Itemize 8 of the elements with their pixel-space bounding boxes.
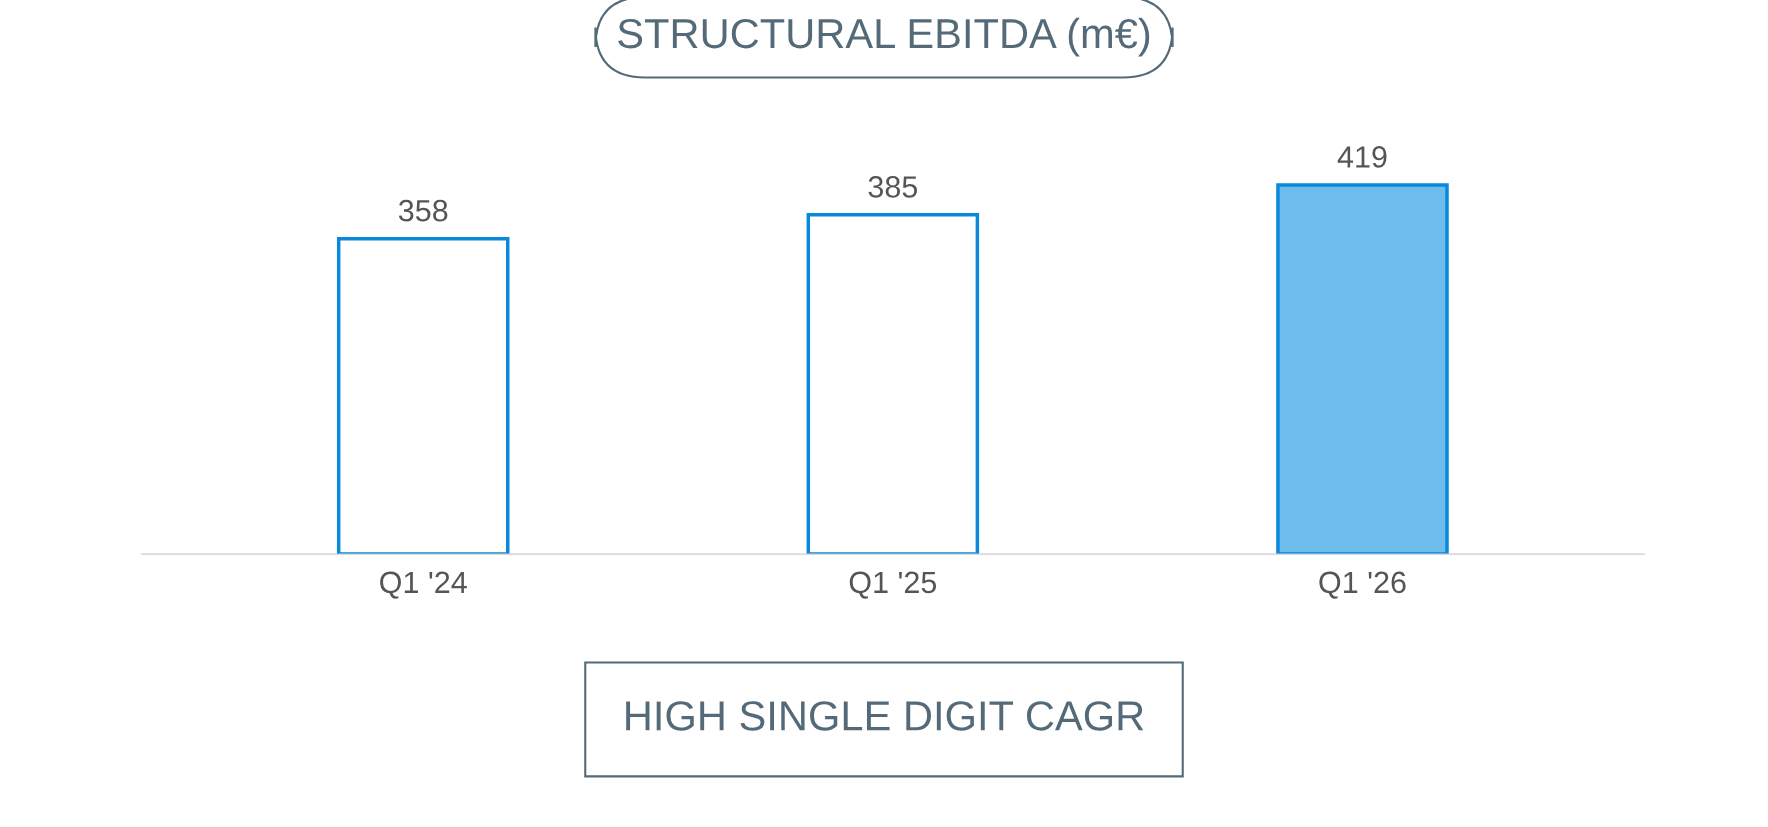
chart-title: STRUCTURAL EBITDA (m€) (618, 17, 1150, 57)
data-label: 358 (398, 199, 448, 222)
data-label: 419 (1337, 146, 1387, 168)
text: HIGH SINGLE DIGIT CAGR (626, 701, 1144, 731)
x-tick-label: Q1 '25 (849, 571, 937, 599)
data-label: 385 (868, 176, 918, 198)
x-tick-label: Q1 '26 (1319, 571, 1406, 599)
x-tick-label: Q1 '24 (380, 571, 467, 599)
